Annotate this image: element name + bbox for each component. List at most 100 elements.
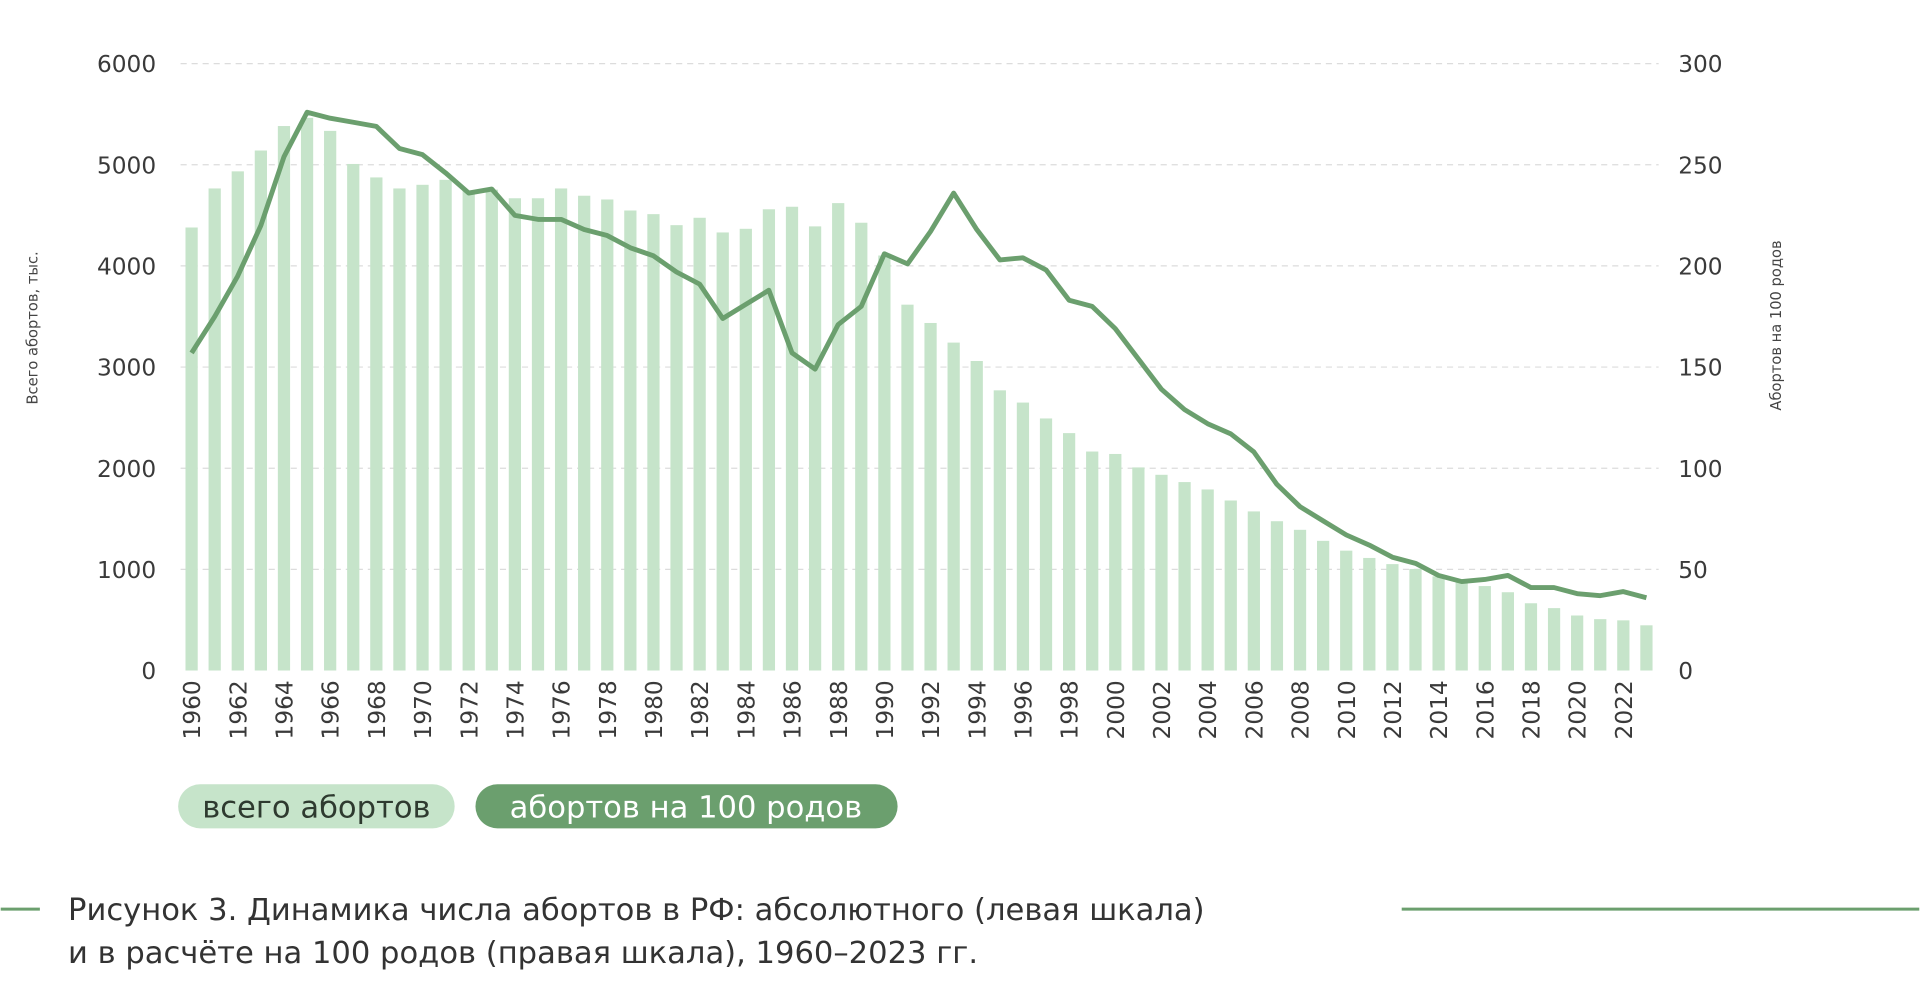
x-tick-label: 1974 (502, 680, 529, 739)
bars-total-abortions (185, 117, 1653, 671)
x-tick-label: 1970 (410, 680, 437, 739)
legend: всего абортов абортов на 100 родов (178, 784, 898, 829)
bar-1984 (739, 228, 752, 671)
bar-2012 (1386, 564, 1399, 671)
bar-2001 (1132, 467, 1145, 671)
bar-1968 (370, 177, 383, 671)
x-tick-label: 1978 (595, 680, 622, 739)
bar-2010 (1340, 550, 1353, 671)
legend-label-per100: абортов на 100 родов (510, 790, 863, 825)
bar-1981 (670, 225, 683, 671)
legend-pill-per100 (475, 784, 898, 829)
bar-2006 (1247, 511, 1260, 671)
x-tick-label: 1980 (641, 680, 668, 739)
bar-1961 (208, 188, 221, 671)
bar-2004 (1201, 489, 1214, 671)
x-tick-label: 1988 (826, 680, 853, 739)
bar-1967 (347, 163, 360, 671)
bar-1972 (462, 190, 475, 671)
x-tick-label: 1972 (456, 680, 483, 739)
bar-2014 (1432, 576, 1445, 671)
bar-1969 (393, 188, 406, 671)
x-tick-label: 2014 (1426, 680, 1453, 739)
x-tick-label: 1992 (918, 680, 945, 739)
x-tick-label: 2010 (1334, 680, 1361, 739)
bar-2009 (1317, 540, 1330, 671)
right-tick-label: 250 (1678, 152, 1722, 179)
bar-1983 (716, 232, 729, 671)
bar-2019 (1547, 608, 1561, 671)
bar-2015 (1455, 582, 1468, 671)
bar-2016 (1478, 586, 1491, 671)
bar-1990 (878, 255, 891, 671)
bar-1997 (1039, 418, 1053, 671)
bar-2000 (1109, 453, 1122, 671)
bar-2011 (1363, 557, 1376, 671)
bar-1988 (832, 203, 845, 671)
x-tick-label: 2012 (1380, 680, 1407, 739)
right-tick-label: 150 (1678, 355, 1722, 382)
bar-1978 (601, 199, 614, 671)
bar-1977 (578, 195, 591, 671)
bar-1985 (762, 209, 776, 671)
left-axis-label: Всего абортов, тыс. (24, 251, 41, 404)
x-tick-label: 2016 (1472, 680, 1499, 739)
left-tick-label: 2000 (97, 456, 156, 483)
x-axis-ticks: 1960 1962 1964 1966 1968 1970 1972 1974 1976 1978… (179, 680, 1638, 739)
bar-1963 (254, 150, 267, 671)
bar-1966 (324, 130, 337, 671)
bar-2003 (1178, 482, 1191, 671)
line-abortions-per-100-births (189, 109, 1648, 601)
x-tick-label: 2002 (1149, 680, 1176, 739)
bar-2017 (1501, 592, 1514, 671)
bar-2022 (1617, 620, 1630, 671)
left-tick-label: 0 (141, 658, 156, 685)
bar-1964 (277, 126, 291, 671)
left-tick-label: 5000 (97, 152, 156, 179)
bar-2005 (1224, 500, 1237, 671)
bar-1979 (624, 210, 637, 671)
bar-1993 (947, 342, 960, 671)
right-axis-ticks: 0 50 100 150 200 250 300 (1678, 51, 1722, 685)
x-tick-label: 2020 (1565, 680, 1592, 739)
right-tick-label: 0 (1678, 658, 1693, 685)
bar-2013 (1409, 568, 1422, 671)
left-axis-ticks: 0 1000 2000 3000 4000 5000 6000 (97, 51, 156, 685)
x-tick-label: 2022 (1611, 680, 1638, 739)
x-tick-label: 1998 (1057, 680, 1084, 739)
bar-1975 (531, 198, 545, 671)
bar-1962 (231, 171, 244, 671)
bar-1970 (416, 184, 429, 671)
bar-1999 (1086, 451, 1099, 671)
bar-1960 (185, 227, 198, 671)
x-tick-label: 1964 (272, 680, 299, 739)
x-tick-label: 1984 (733, 680, 760, 739)
x-tick-label: 1962 (225, 680, 252, 739)
bar-1994 (970, 361, 983, 671)
bar-2021 (1594, 619, 1607, 671)
bar-1982 (693, 217, 706, 671)
bar-1973 (485, 189, 498, 671)
bar-2002 (1155, 474, 1168, 671)
right-tick-label: 200 (1678, 253, 1722, 280)
bar-1996 (1016, 402, 1030, 671)
bar-1980 (647, 214, 660, 671)
bar-2023 (1640, 625, 1653, 671)
figure-caption-line-2: и в расчёте на 100 родов (правая шкала),… (68, 936, 978, 971)
bar-1991 (901, 304, 914, 671)
right-tick-label: 300 (1678, 51, 1722, 78)
left-tick-label: 3000 (97, 355, 156, 382)
right-tick-label: 50 (1678, 557, 1708, 584)
x-tick-label: 1982 (687, 680, 714, 739)
left-tick-label: 6000 (97, 51, 156, 78)
bar-1974 (508, 198, 522, 671)
x-tick-label: 1990 (872, 680, 899, 739)
bar-1971 (439, 179, 452, 671)
x-tick-label: 1986 (780, 680, 807, 739)
figure-caption-line-1: Рисунок 3. Динамика числа абортов в РФ: … (68, 893, 1205, 928)
x-tick-label: 2004 (1195, 680, 1222, 739)
legend-label-total: всего абортов (202, 790, 430, 825)
x-tick-label: 1996 (1010, 680, 1037, 739)
bar-2020 (1571, 615, 1584, 671)
